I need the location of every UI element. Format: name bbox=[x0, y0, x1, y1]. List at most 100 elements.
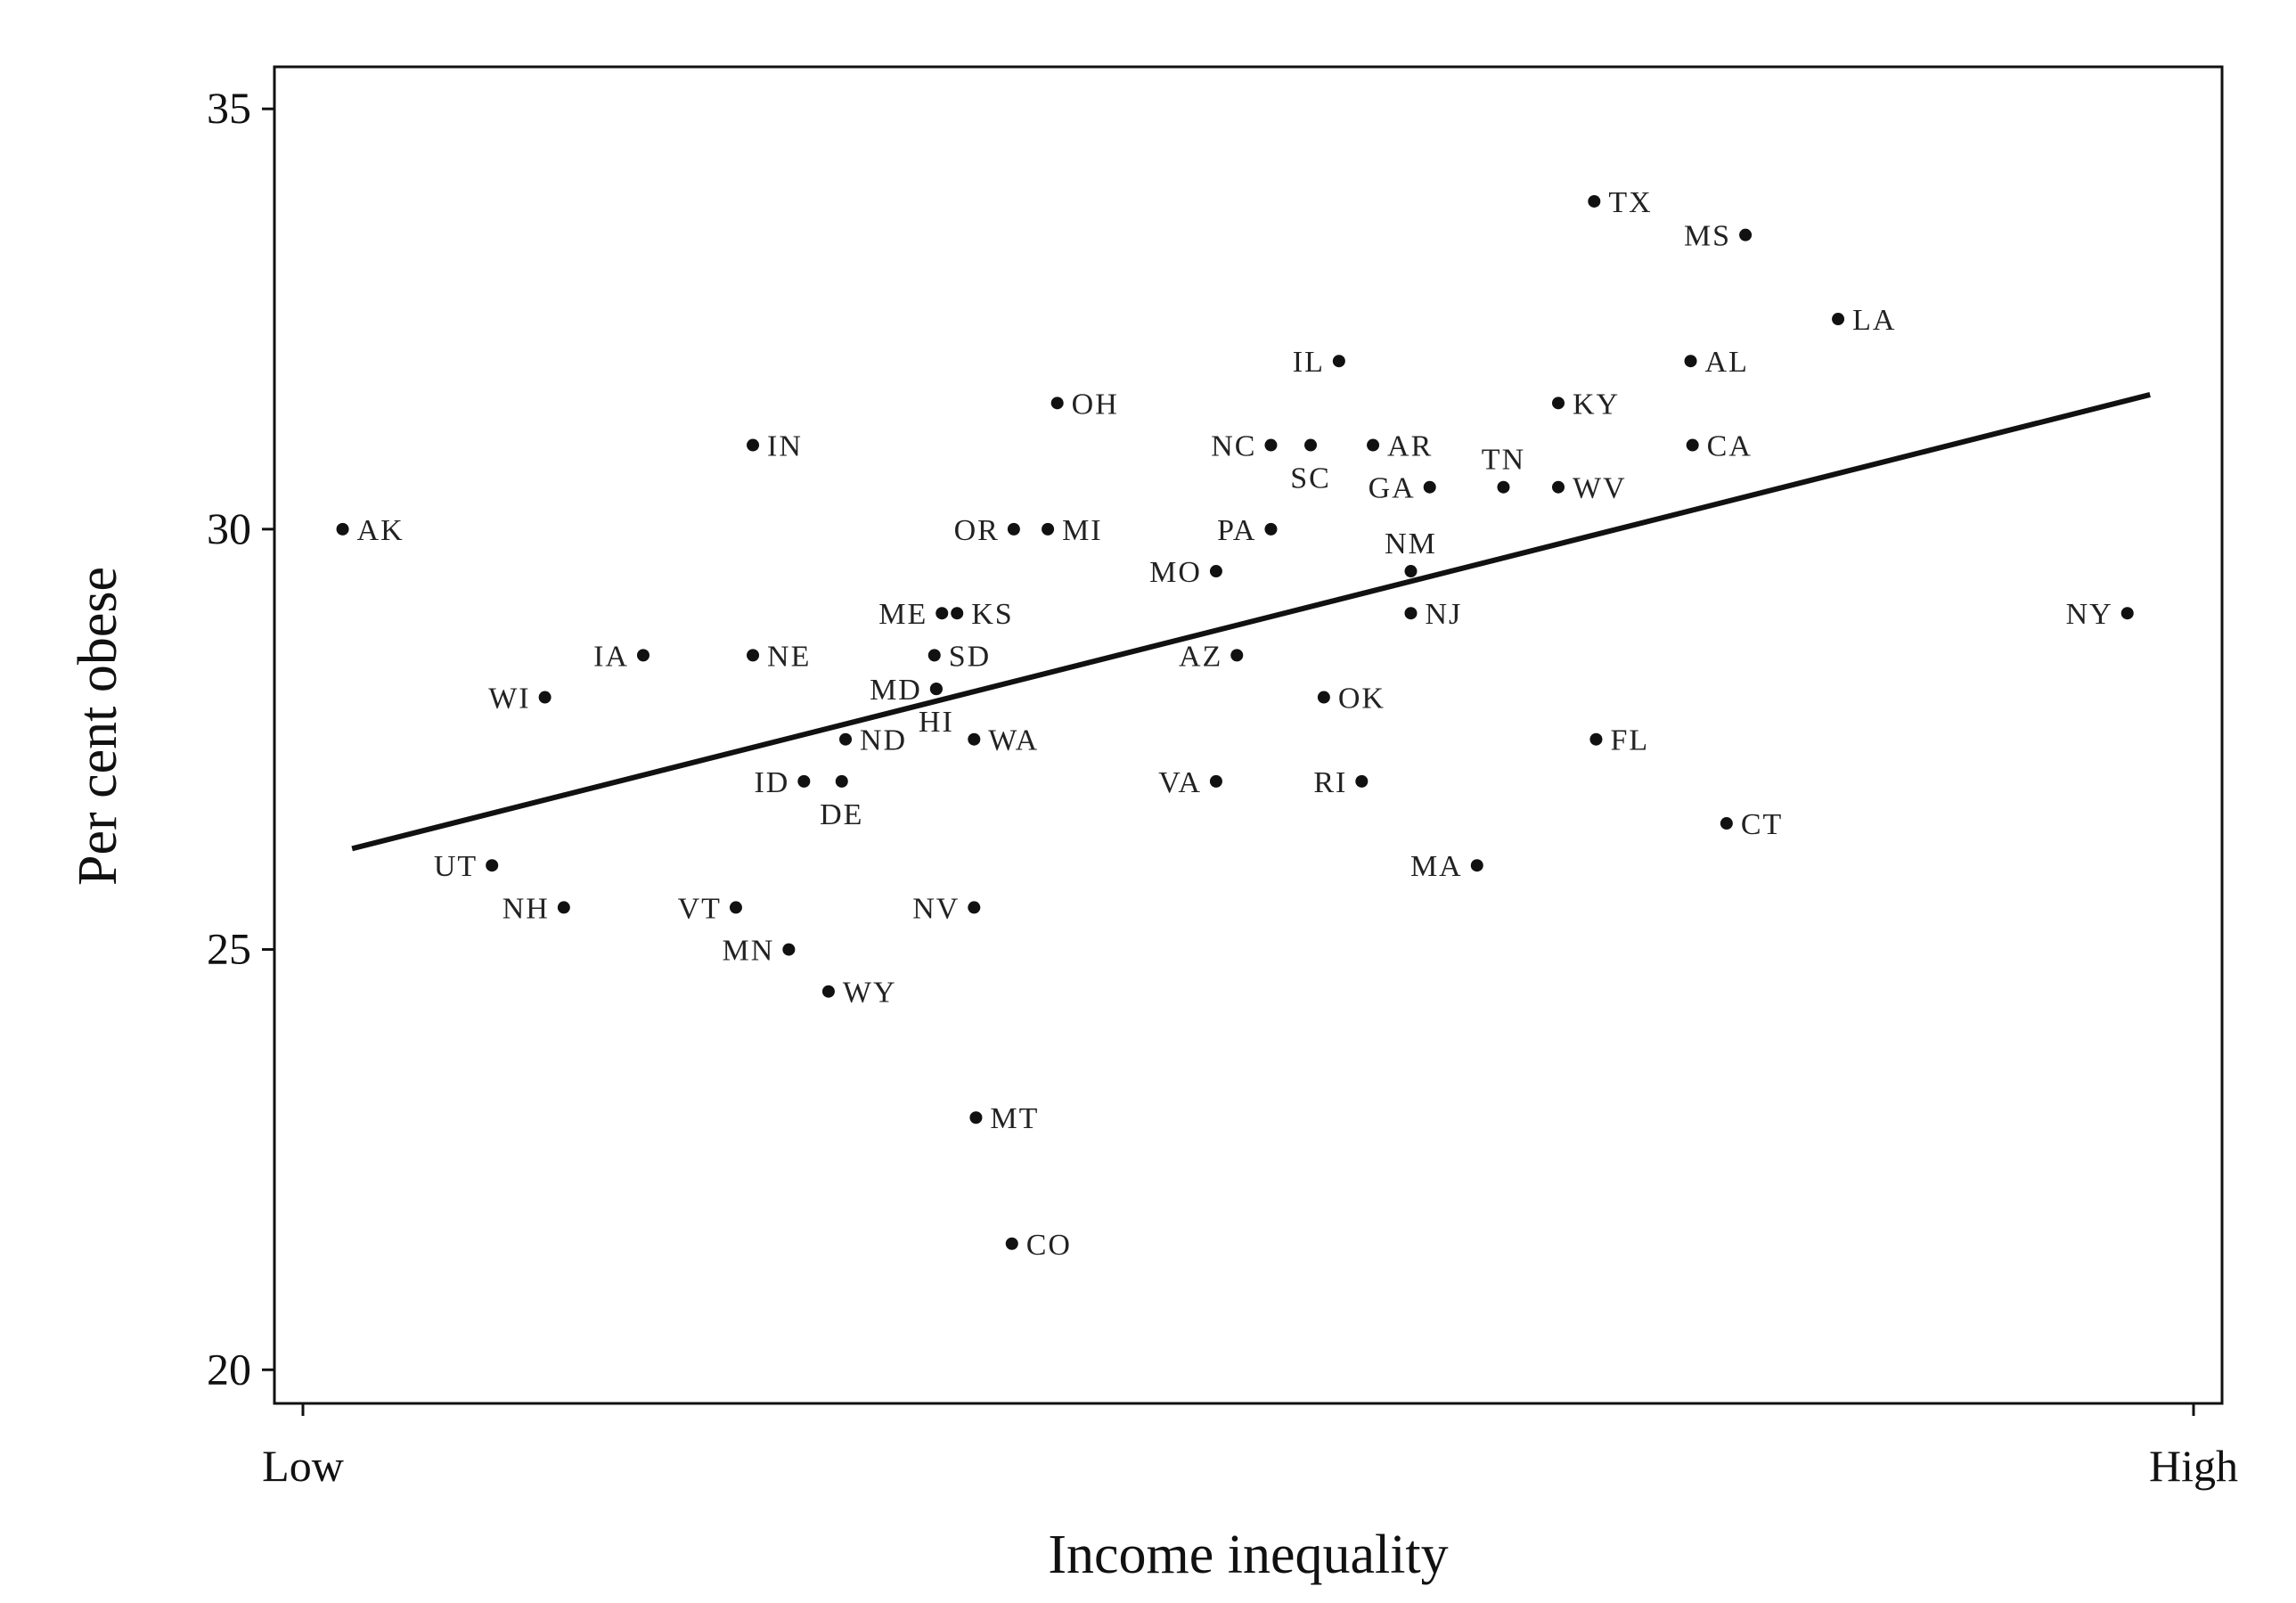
point-mn bbox=[782, 943, 796, 956]
y-tick-label: 35 bbox=[207, 83, 251, 133]
point-la bbox=[1832, 313, 1845, 326]
point-az bbox=[1230, 649, 1244, 662]
point-ca bbox=[1686, 438, 1699, 452]
point-label-mn: MN bbox=[723, 935, 775, 968]
point-de bbox=[835, 774, 848, 788]
point-label-vt: VT bbox=[678, 892, 722, 925]
point-label-ak: AK bbox=[357, 514, 404, 547]
point-ok bbox=[1317, 691, 1330, 704]
point-label-nd: ND bbox=[860, 724, 907, 757]
point-label-ma: MA bbox=[1410, 850, 1463, 883]
point-label-pa: PA bbox=[1217, 514, 1256, 547]
x-tick-label: High bbox=[2149, 1441, 2238, 1491]
point-ia bbox=[636, 649, 650, 662]
point-label-la: LA bbox=[1852, 304, 1896, 337]
point-label-tn: TN bbox=[1482, 444, 1525, 477]
point-in bbox=[747, 438, 760, 452]
fit-line bbox=[351, 392, 2151, 852]
point-label-sc: SC bbox=[1290, 462, 1331, 495]
point-pa bbox=[1264, 522, 1278, 536]
point-wy bbox=[821, 985, 835, 998]
y-axis-title: Per cent obese bbox=[68, 567, 128, 886]
point-label-ut: UT bbox=[434, 850, 478, 883]
x-axis: Low High bbox=[262, 1403, 2238, 1491]
point-label-ky: KY bbox=[1573, 388, 1620, 421]
point-co bbox=[1005, 1237, 1018, 1250]
point-label-az: AZ bbox=[1179, 640, 1222, 673]
point-label-co: CO bbox=[1026, 1229, 1072, 1262]
point-label-nh: NH bbox=[503, 892, 550, 925]
plot-frame bbox=[273, 65, 2224, 1405]
point-vt bbox=[729, 901, 742, 914]
point-ak bbox=[336, 522, 349, 536]
point-label-hi: HI bbox=[919, 706, 954, 739]
point-label-id: ID bbox=[754, 766, 789, 799]
point-label-or: OR bbox=[954, 514, 1000, 547]
point-ar bbox=[1367, 438, 1380, 452]
point-ct bbox=[1720, 817, 1733, 830]
point-sc bbox=[1304, 438, 1318, 452]
point-al bbox=[1684, 355, 1697, 368]
point-ks bbox=[951, 607, 964, 620]
point-id bbox=[797, 774, 811, 788]
point-label-nc: NC bbox=[1211, 430, 1256, 463]
point-ut bbox=[486, 859, 499, 872]
point-label-wi: WI bbox=[488, 683, 530, 716]
point-label-oh: OH bbox=[1072, 388, 1119, 421]
point-wi bbox=[538, 691, 552, 704]
point-nh bbox=[557, 901, 570, 914]
point-mi bbox=[1042, 522, 1055, 536]
point-label-ms: MS bbox=[1684, 220, 1731, 253]
point-nc bbox=[1264, 438, 1278, 452]
point-tn bbox=[1497, 480, 1510, 494]
data-points: AK IN OH IL TX MS LA AL KY CA NC SC AR GA TN WV OR MI PA NM… bbox=[336, 186, 2134, 1262]
point-ri bbox=[1355, 774, 1369, 788]
point-label-al: AL bbox=[1705, 346, 1749, 379]
point-label-ne: NE bbox=[767, 640, 811, 673]
point-label-sd: SD bbox=[949, 640, 991, 673]
point-label-tx: TX bbox=[1608, 186, 1652, 219]
point-label-ar: AR bbox=[1387, 430, 1433, 463]
point-hi bbox=[929, 683, 943, 696]
y-tick-label: 20 bbox=[207, 1344, 251, 1394]
point-oh bbox=[1050, 397, 1064, 410]
point-label-md: MD bbox=[870, 674, 922, 707]
point-label-nm: NM bbox=[1385, 528, 1437, 560]
point-sd bbox=[927, 649, 941, 662]
y-tick-label: 25 bbox=[207, 924, 251, 974]
x-tick-label: Low bbox=[262, 1441, 344, 1491]
point-ma bbox=[1470, 859, 1483, 872]
point-nv bbox=[968, 901, 981, 914]
point-label-ks: KS bbox=[971, 598, 1013, 631]
point-label-wa: WA bbox=[988, 724, 1039, 757]
point-label-nj: NJ bbox=[1425, 598, 1462, 631]
point-label-ct: CT bbox=[1741, 808, 1783, 841]
point-fl bbox=[1589, 732, 1603, 746]
point-label-va: VA bbox=[1158, 766, 1202, 799]
point-wv bbox=[1552, 480, 1565, 494]
point-nm bbox=[1404, 565, 1418, 578]
point-me bbox=[936, 607, 949, 620]
point-label-ga: GA bbox=[1369, 472, 1416, 505]
point-nj bbox=[1404, 607, 1418, 620]
point-label-mt: MT bbox=[990, 1102, 1039, 1135]
point-mo bbox=[1209, 565, 1222, 578]
point-label-mi: MI bbox=[1062, 514, 1103, 547]
point-label-wy: WY bbox=[843, 977, 897, 1010]
point-il bbox=[1332, 355, 1345, 368]
point-ga bbox=[1423, 480, 1436, 494]
point-label-ok: OK bbox=[1338, 683, 1385, 716]
point-label-wv: WV bbox=[1573, 472, 1627, 505]
point-tx bbox=[1588, 194, 1601, 208]
point-ky bbox=[1552, 397, 1565, 410]
point-label-ri: RI bbox=[1313, 766, 1347, 799]
point-label-mo: MO bbox=[1149, 556, 1202, 589]
point-label-de: DE bbox=[820, 798, 863, 831]
point-ny bbox=[2120, 607, 2134, 620]
point-nd bbox=[839, 732, 853, 746]
point-va bbox=[1209, 774, 1222, 788]
point-or bbox=[1007, 522, 1020, 536]
point-label-ia: IA bbox=[593, 640, 629, 673]
y-axis: 20 25 30 35 bbox=[207, 83, 274, 1394]
